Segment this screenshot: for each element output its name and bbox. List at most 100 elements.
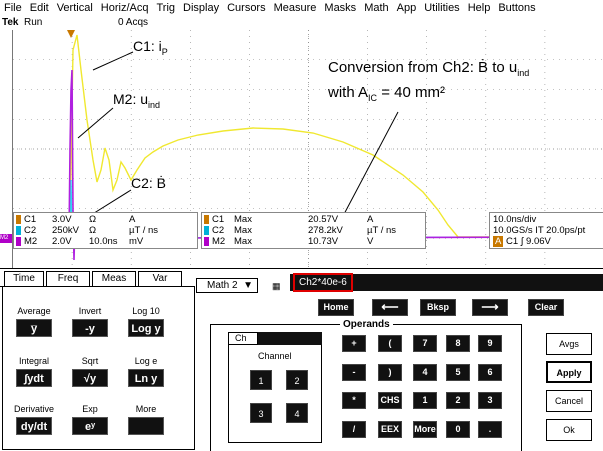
key-multiply[interactable]: *	[342, 392, 366, 409]
function-button-more[interactable]	[128, 417, 164, 435]
measurement-row[interactable]: C1 Max 20.57V A	[202, 214, 425, 225]
channel-readout-row[interactable]: C1 3.0V Ω A	[14, 214, 197, 225]
function-label-sqrt: Sqrt	[81, 356, 99, 366]
cursor-left-button[interactable]: ⟵	[372, 299, 408, 316]
trace-c1-current	[13, 34, 603, 238]
key-7[interactable]: 7	[413, 335, 437, 352]
menu-item-app[interactable]: App	[396, 2, 417, 14]
key-minus[interactable]: -	[342, 364, 366, 381]
waveform-display[interactable]: C1: iP M2: uind C2: Ḃ Conversion from Ch…	[12, 30, 603, 268]
channel-readout-row[interactable]: M2 2.0V 10.0ns mV	[14, 236, 197, 247]
channel-unit-a: 10.0ns	[89, 236, 118, 247]
menu-item-masks[interactable]: Masks	[324, 2, 357, 14]
channel-2-button[interactable]: 2	[286, 370, 308, 390]
function-button-exp[interactable]: eʸ	[72, 417, 108, 435]
menu-item-vertical[interactable]: Vertical	[56, 2, 93, 14]
cancel-button[interactable]: Cancel	[546, 390, 592, 412]
avgs-button[interactable]: Avgs	[546, 333, 592, 355]
channel-color-swatch	[16, 226, 21, 235]
menu-item-horiz-acq[interactable]: Horiz/Acq	[100, 2, 149, 14]
ok-button[interactable]: Ok	[546, 419, 592, 441]
key-1[interactable]: 1	[413, 392, 437, 409]
key-eex[interactable]: EEX	[378, 421, 402, 438]
function-button-invert[interactable]: -y	[72, 319, 108, 337]
channel-unit-a: Ω	[89, 225, 97, 236]
annotation-c1: C1: iP	[133, 38, 168, 57]
function-button-average[interactable]: y̅	[16, 319, 52, 337]
keyboard-icon[interactable]: ▦	[272, 281, 281, 291]
menu-item-utilities[interactable]: Utilities	[424, 2, 460, 14]
measure-color-swatch	[204, 226, 209, 235]
key-8[interactable]: 8	[446, 335, 470, 352]
tab-other[interactable]	[258, 332, 322, 345]
tab-freq[interactable]: Freq	[46, 271, 90, 286]
menu-item-math[interactable]: Math	[364, 2, 389, 14]
menu-item-trig[interactable]: Trig	[156, 2, 176, 14]
expression-input[interactable]: Ch2*40e-6	[293, 273, 353, 292]
menu-item-help[interactable]: Help	[467, 2, 491, 14]
key-rparen[interactable]: )	[378, 364, 402, 381]
measure-label: Max	[234, 214, 252, 225]
channel-1-button[interactable]: 1	[250, 370, 272, 390]
trigger-readout: A C1 ∫ 9.06V	[493, 236, 551, 247]
key-dot[interactable]: .	[478, 421, 502, 438]
key-4[interactable]: 4	[413, 364, 437, 381]
menu-item-display[interactable]: Display	[183, 2, 220, 14]
trigger-badge: A	[493, 236, 504, 247]
key-2[interactable]: 2	[446, 392, 470, 409]
measurement-row[interactable]: C2 Max 278.2kV µT / ns	[202, 225, 425, 236]
menu-item-file[interactable]: File	[4, 2, 22, 14]
measure-value: 20.57V	[308, 214, 339, 225]
menu-item-cursors[interactable]: Cursors	[227, 2, 266, 14]
key-plus[interactable]: +	[342, 335, 366, 352]
cursor-right-button[interactable]: ⟶	[472, 299, 508, 316]
function-label-log-10: Log 10	[132, 306, 160, 316]
apply-button[interactable]: Apply	[546, 361, 592, 383]
sample-rate: 10.0GS/s IT 20.0ps/pt	[493, 225, 586, 236]
pointer-line-m2	[77, 107, 114, 139]
key-9[interactable]: 9	[478, 335, 502, 352]
key-5[interactable]: 5	[446, 364, 470, 381]
tab-meas[interactable]: Meas	[92, 271, 136, 286]
measure-channel: M2	[212, 236, 226, 247]
tab-channel[interactable]: Ch	[228, 332, 258, 345]
measurement-row[interactable]: M2 Max 10.73V V	[202, 236, 425, 247]
channel-color-swatch	[16, 237, 21, 246]
function-button-log-e[interactable]: Ln y	[128, 369, 164, 387]
home-button[interactable]: Home	[318, 299, 354, 316]
function-label-exp: Exp	[82, 404, 98, 414]
menu-item-buttons[interactable]: Buttons	[498, 2, 536, 14]
key-0[interactable]: 0	[446, 421, 470, 438]
trigger-level: 9.06V	[526, 236, 551, 247]
measure-label: Max	[234, 236, 252, 247]
channel-id: C1	[24, 214, 37, 225]
key-lparen[interactable]: (	[378, 335, 402, 352]
key-6[interactable]: 6	[478, 364, 502, 381]
function-button-sqrt[interactable]: √y	[72, 369, 108, 387]
math-select[interactable]: Math 2 ▼	[196, 278, 258, 293]
key-divide[interactable]: /	[342, 421, 366, 438]
function-button-log-10[interactable]: Log y	[128, 319, 164, 337]
channel-3-button[interactable]: 3	[250, 403, 272, 423]
brand-label: Tek	[2, 17, 19, 28]
tab-var[interactable]: Var	[138, 271, 182, 286]
key-more[interactable]: More	[413, 421, 437, 438]
measure-value: 10.73V	[308, 236, 339, 247]
channel-label: Channel	[258, 351, 292, 361]
menu-item-measure[interactable]: Measure	[273, 2, 317, 14]
function-button-derivative[interactable]: dy/dt	[16, 417, 52, 435]
channel-4-button[interactable]: 4	[286, 403, 308, 423]
key-chs[interactable]: CHS	[378, 392, 402, 409]
expression-field-bg[interactable]	[290, 274, 603, 291]
measurement-readout: C1 Max 20.57V A C2 Max 278.2kV µT / ns M2 Max 10.7…	[201, 212, 426, 249]
measure-value: 278.2kV	[308, 225, 343, 236]
clear-button[interactable]: Clear	[528, 299, 564, 316]
tab-time[interactable]: Time	[4, 271, 44, 286]
menu-item-edit[interactable]: Edit	[29, 2, 49, 14]
backspace-button[interactable]: Bksp	[420, 299, 456, 316]
math-select-value: Math 2	[207, 280, 238, 291]
m2-ground-marker[interactable]: M2	[0, 234, 12, 243]
key-3[interactable]: 3	[478, 392, 502, 409]
function-button-integral[interactable]: ∫ydt	[16, 369, 52, 387]
